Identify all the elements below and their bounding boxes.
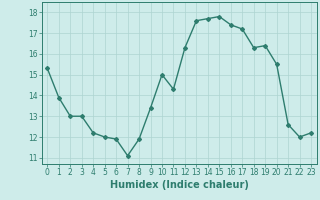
X-axis label: Humidex (Indice chaleur): Humidex (Indice chaleur) [110, 180, 249, 190]
